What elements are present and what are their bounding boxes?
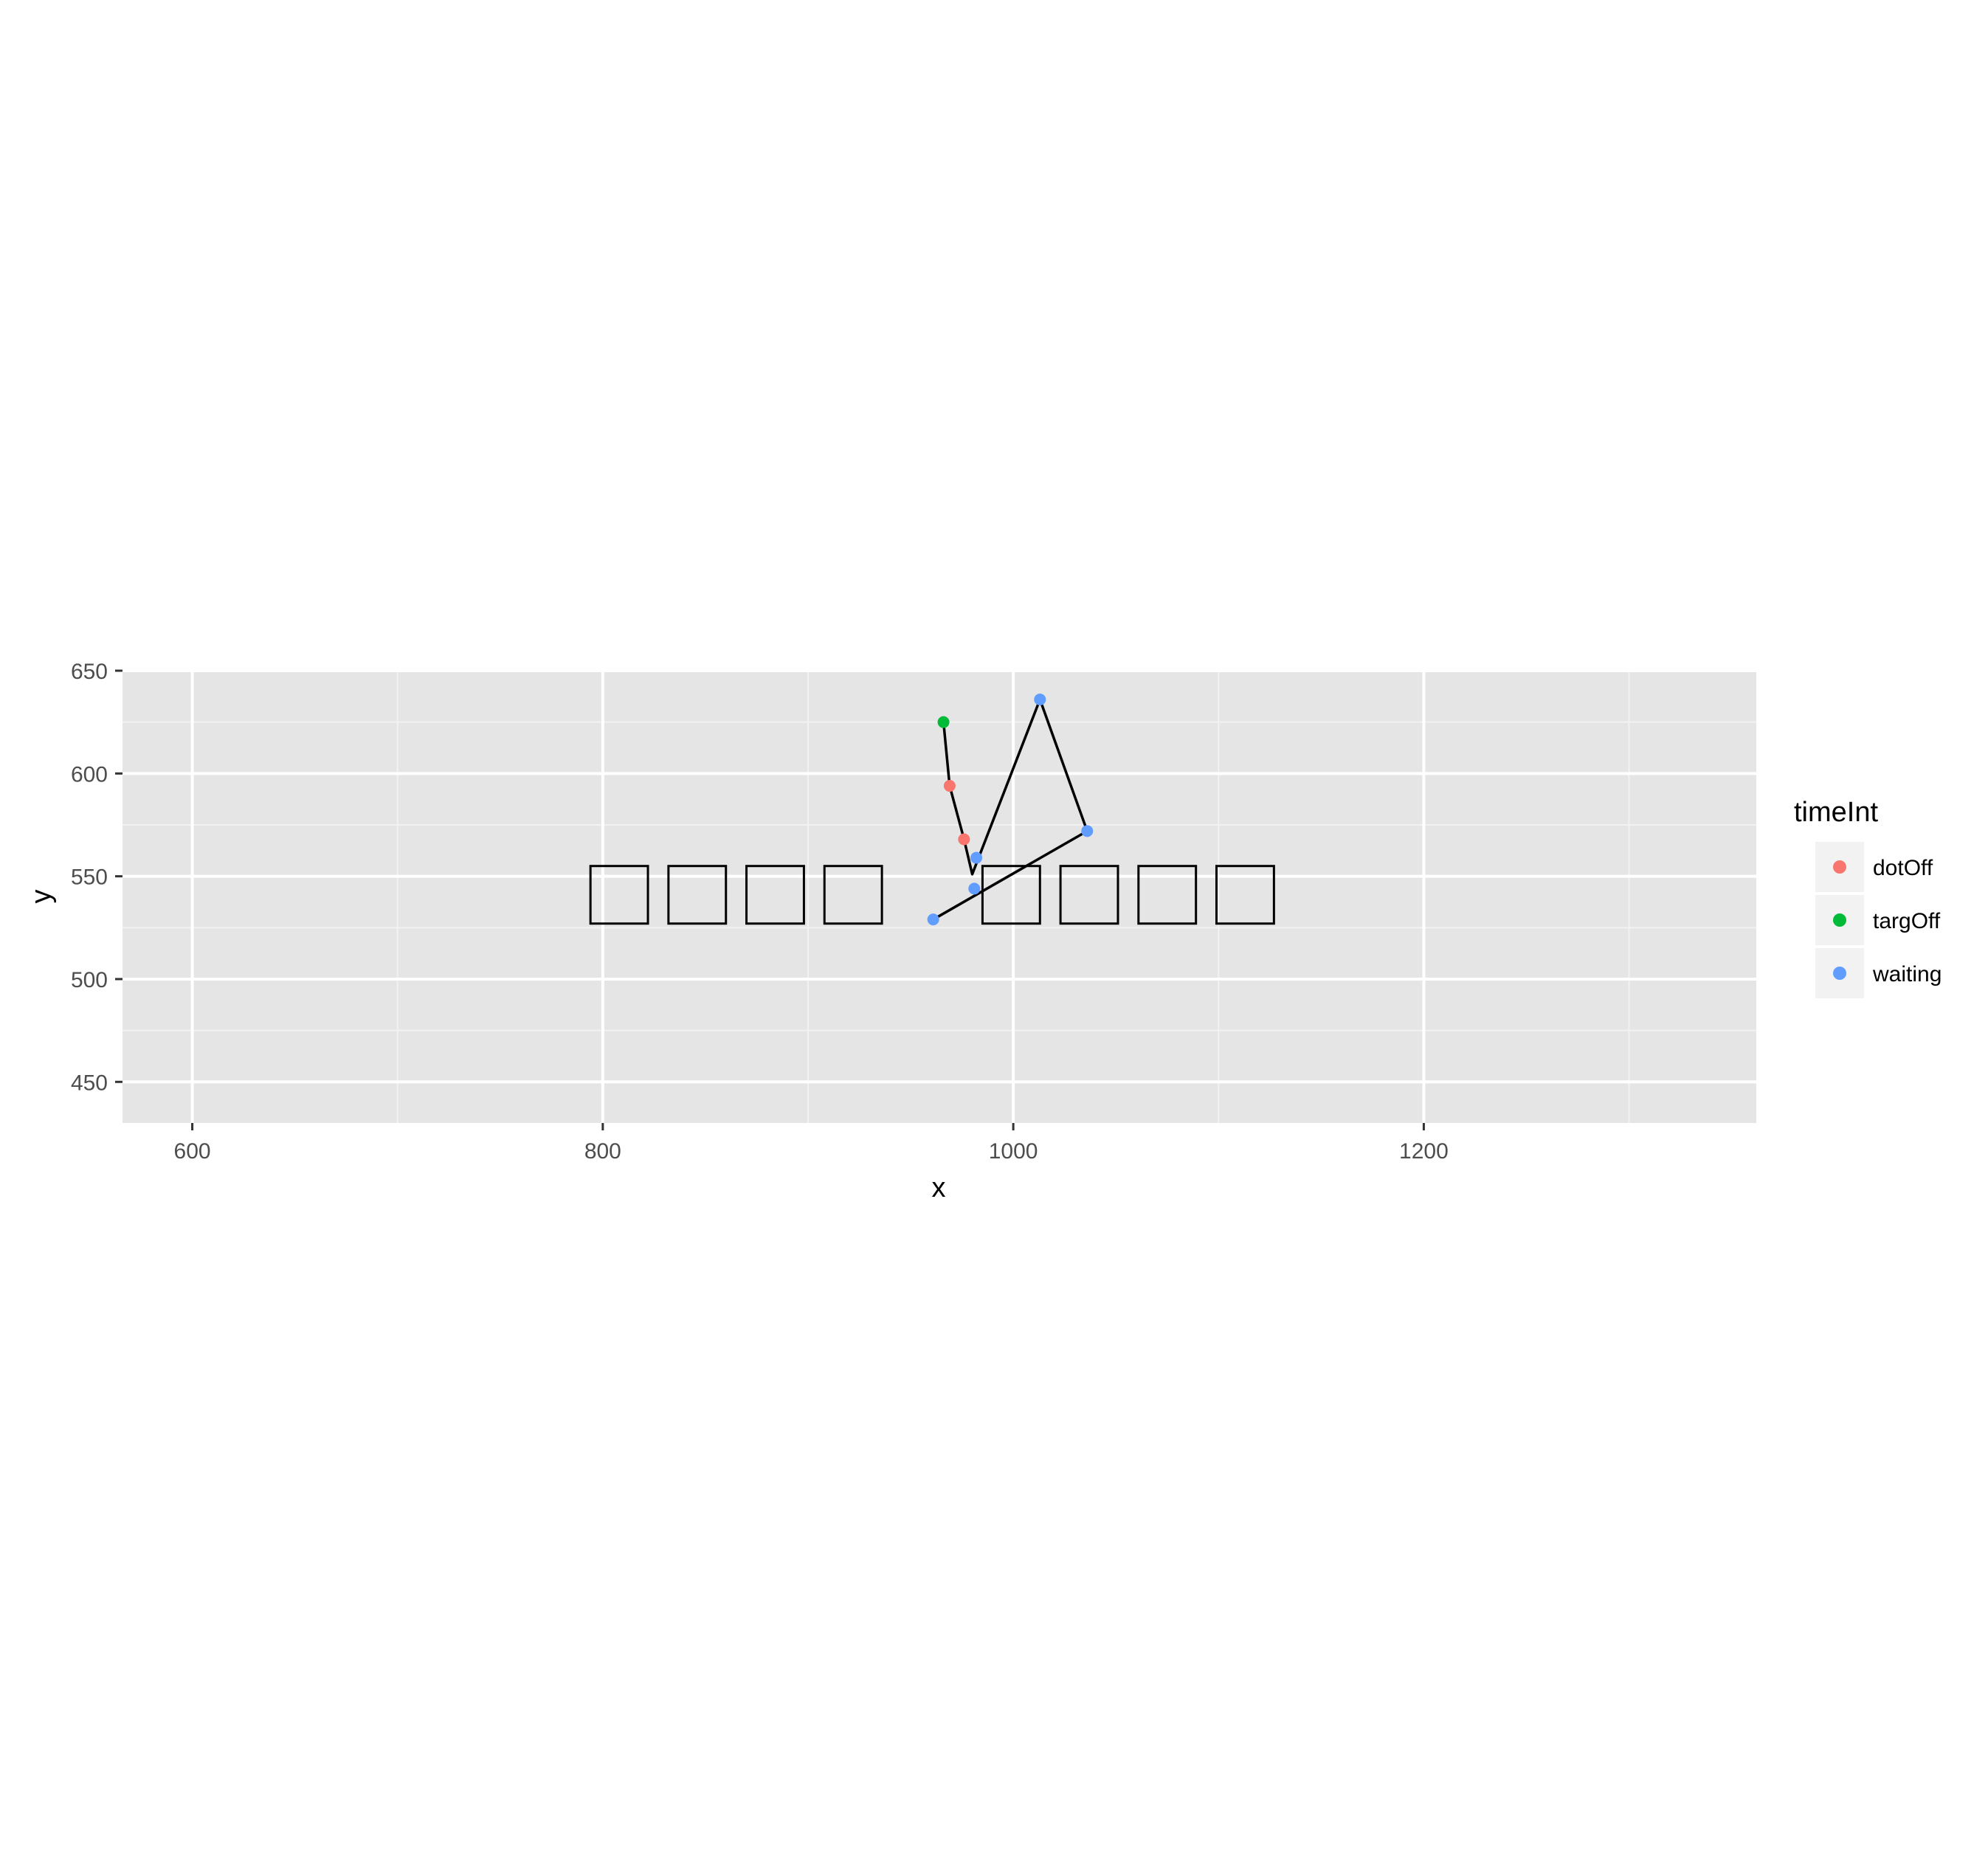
point-waiting (927, 913, 939, 926)
y-tick-label: 600 (71, 762, 108, 787)
legend-label-dotOff: dotOff (1873, 856, 1933, 880)
stimulus-boxes (589, 865, 1275, 925)
y-tick-label: 450 (71, 1071, 108, 1095)
stimulus-box (981, 865, 1041, 925)
legend-label-targOff: targOff (1873, 909, 1941, 933)
x-tick-label: 1000 (989, 1139, 1038, 1164)
point-waiting (968, 882, 981, 895)
legend-label-waiting: waiting (1872, 962, 1942, 986)
legend-key-waiting (1833, 967, 1846, 980)
stimulus-box (823, 865, 883, 925)
stimulus-box (1215, 865, 1275, 925)
y-tick-label: 650 (71, 660, 108, 684)
legend: timeInt dotOff targOff waiting (1794, 797, 1942, 998)
point-waiting (1081, 825, 1094, 837)
legend-key-targOff (1833, 913, 1846, 927)
y-axis-title: y (26, 890, 57, 904)
legend-title: timeInt (1794, 797, 1878, 828)
panel-background (122, 671, 1756, 1123)
stimulus-box (745, 865, 805, 925)
point-targOff (937, 716, 950, 728)
x-tick-label: 800 (584, 1139, 621, 1164)
stimulus-box (589, 865, 649, 925)
y-tick-label: 500 (71, 968, 108, 992)
stimulus-box (1059, 865, 1119, 925)
grid-minor (122, 671, 1756, 1123)
y-axis: 450 500 550 600 650 (71, 660, 122, 1095)
x-tick-label: 600 (174, 1139, 211, 1164)
point-waiting (1034, 694, 1046, 706)
data-points (927, 694, 1094, 926)
x-axis: 600 800 1000 1200 (174, 1123, 1449, 1164)
point-dotOff (958, 833, 970, 846)
stimulus-box (667, 865, 728, 925)
legend-entries: dotOff targOff waiting (1815, 842, 1942, 998)
legend-key-dotOff (1833, 860, 1846, 874)
x-axis-title: x (932, 1172, 946, 1203)
point-waiting (970, 851, 983, 864)
y-tick-label: 550 (71, 865, 108, 890)
grid-major (122, 669, 1756, 1123)
stimulus-box (1137, 865, 1198, 925)
point-dotOff (943, 780, 956, 792)
x-tick-label: 1200 (1399, 1139, 1449, 1164)
